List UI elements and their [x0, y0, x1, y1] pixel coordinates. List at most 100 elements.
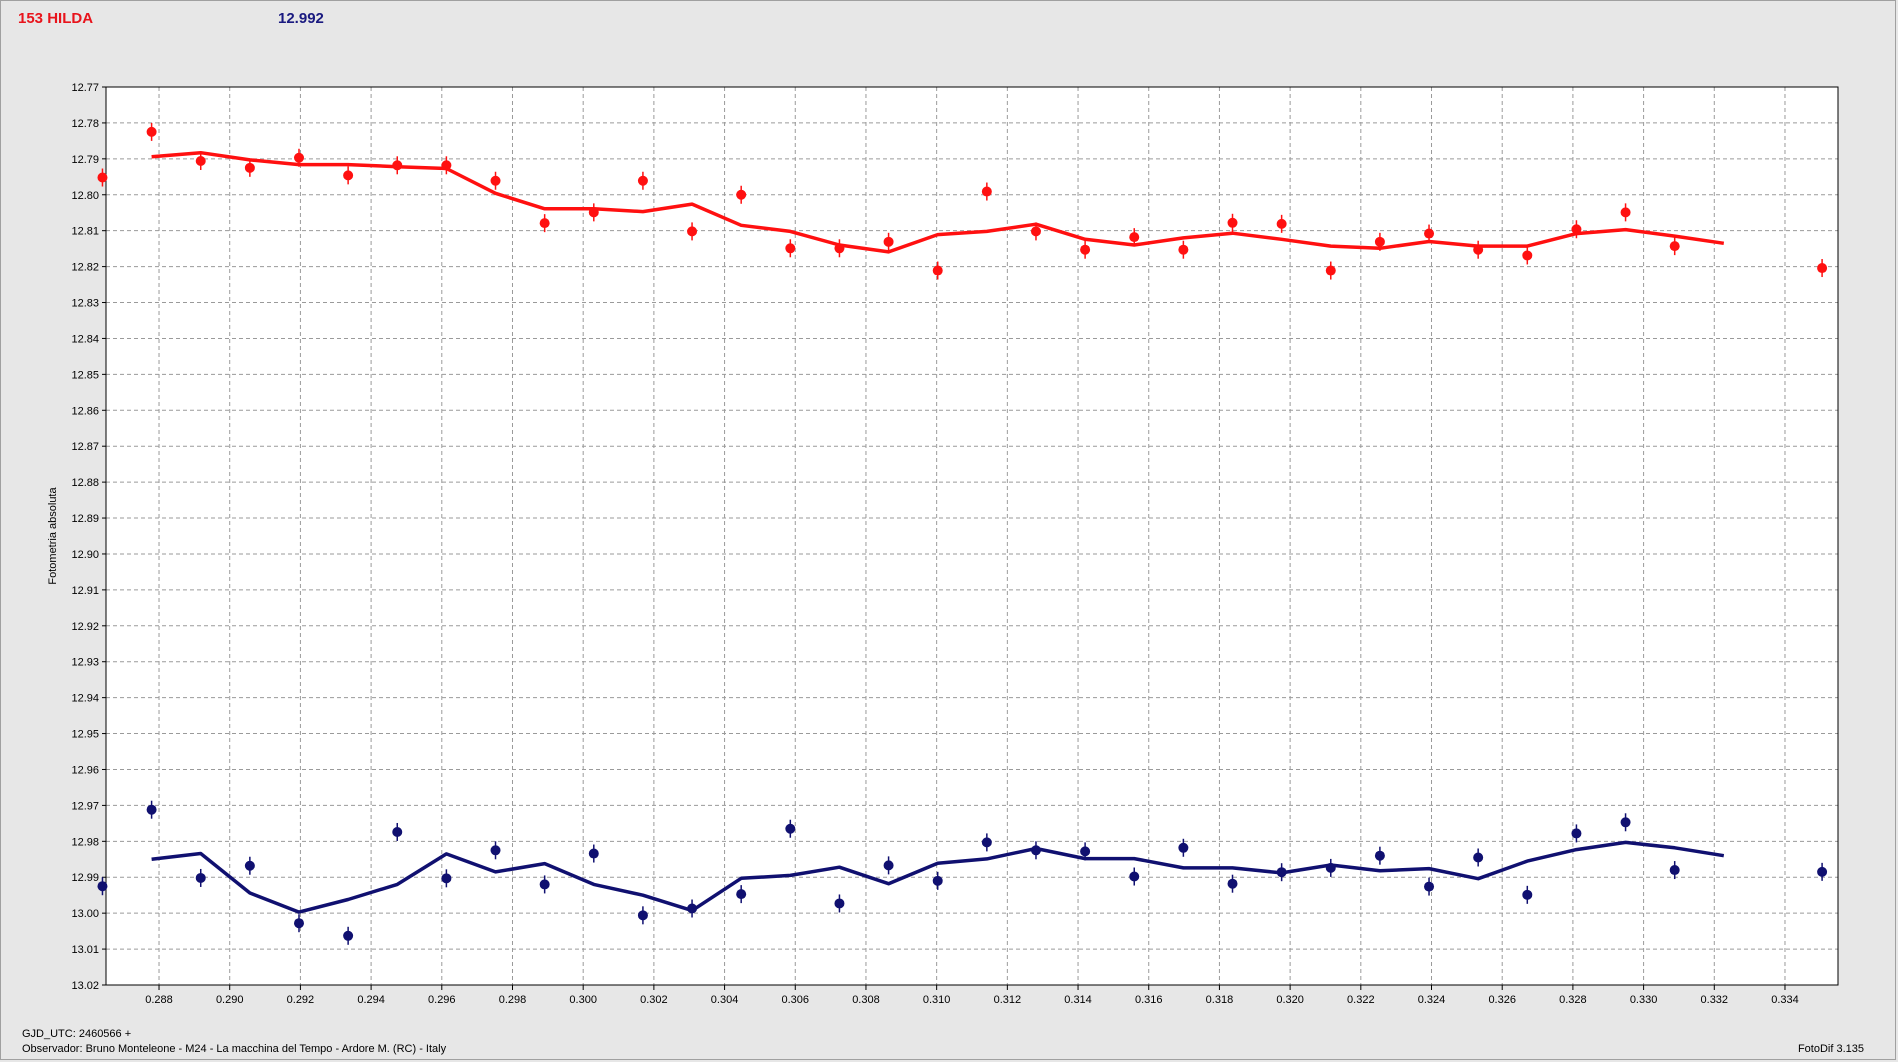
y-tick-label: 12.89 — [71, 513, 99, 525]
series-1-point — [834, 898, 845, 909]
x-tick-label: 0.330 — [1630, 994, 1658, 1006]
y-tick-label: 12.93 — [71, 657, 99, 669]
series-1-point — [1227, 878, 1238, 889]
x-tick-label: 0.326 — [1488, 994, 1516, 1006]
series-0-point — [637, 175, 648, 186]
y-tick-label: 12.88 — [71, 477, 99, 489]
y-tick-label: 13.00 — [71, 908, 99, 920]
y-tick-label: 12.97 — [71, 800, 99, 812]
series-0-point — [1080, 244, 1091, 255]
series-1-point — [1178, 842, 1189, 853]
object-name: 153 HILDA — [18, 10, 94, 27]
x-tick-label: 0.304 — [711, 994, 739, 1006]
series-1-point — [441, 873, 452, 884]
y-tick-label: 13.02 — [71, 980, 99, 992]
y-tick-label: 12.91 — [71, 585, 99, 597]
x-tick-label: 0.328 — [1559, 994, 1587, 1006]
series-1-point — [293, 918, 304, 929]
y-tick-label: 12.98 — [71, 836, 99, 848]
x-tick-label: 0.334 — [1771, 994, 1799, 1006]
y-tick-label: 12.77 — [71, 82, 99, 94]
series-1-point — [1669, 865, 1680, 876]
series-1-point — [539, 879, 550, 890]
series-1-point — [588, 848, 599, 859]
y-tick-label: 12.85 — [71, 369, 99, 381]
series-1-point — [97, 881, 108, 892]
x-tick-label: 0.308 — [852, 994, 880, 1006]
y-tick-label: 12.82 — [71, 262, 99, 274]
y-tick-label: 12.83 — [71, 298, 99, 310]
series-1-point — [1522, 889, 1533, 900]
series-0-point — [981, 186, 992, 197]
series-1-point — [1030, 845, 1041, 856]
series-1-fit-line — [151, 840, 1725, 914]
series-1-point — [146, 804, 157, 815]
series-1-point — [1424, 881, 1435, 892]
y-tick-label: 12.94 — [71, 693, 99, 705]
series-1-point — [687, 903, 698, 914]
magnitude-value: 12.992 — [278, 10, 324, 27]
series-1-point — [981, 837, 992, 848]
series-0-point — [1424, 228, 1435, 239]
series-1-point — [1571, 828, 1582, 839]
series-1-point — [932, 875, 943, 886]
series-0-point — [490, 175, 501, 186]
x-tick-label: 0.294 — [357, 994, 385, 1006]
y-tick-label: 12.78 — [71, 118, 99, 130]
series-0-point — [441, 160, 452, 171]
y-tick-label: 12.96 — [71, 764, 99, 776]
series-0-point — [1227, 217, 1238, 228]
series-0-point — [785, 243, 796, 254]
series-1-point — [637, 910, 648, 921]
series-1-point — [195, 872, 206, 883]
series-0-point — [1276, 218, 1287, 229]
series-1-point — [244, 860, 255, 871]
y-tick-label: 12.92 — [71, 621, 99, 633]
y-tick-label: 12.79 — [71, 154, 99, 166]
series-1-point — [1374, 850, 1385, 861]
series-1-point — [1080, 846, 1091, 857]
series-0-point — [195, 155, 206, 166]
y-tick-label: 13.01 — [71, 944, 99, 956]
series-1-point — [1325, 862, 1336, 873]
series-0-fit-line — [151, 150, 1725, 254]
series-0-point — [834, 243, 845, 254]
series-1-point — [736, 889, 747, 900]
x-tick-label: 0.302 — [640, 994, 668, 1006]
series-0-point — [539, 218, 550, 229]
series-0-point — [1030, 226, 1041, 237]
series-0-point — [736, 189, 747, 200]
series-1-point — [343, 930, 354, 941]
series-1-point — [490, 845, 501, 856]
y-tick-label: 12.99 — [71, 872, 99, 884]
series-0-point — [146, 126, 157, 137]
series-0-point — [687, 226, 698, 237]
x-tick-label: 0.312 — [994, 994, 1022, 1006]
x-tick-label: 0.320 — [1276, 994, 1304, 1006]
series-0-point — [1620, 207, 1631, 218]
x-tick-label: 0.332 — [1701, 994, 1729, 1006]
series-0-point — [244, 162, 255, 173]
series-1-point — [1129, 871, 1140, 882]
observer-label: Observador: Bruno Monteleone - M24 - La … — [22, 1043, 447, 1055]
x-tick-label: 0.292 — [287, 994, 315, 1006]
y-tick-label: 12.80 — [71, 190, 99, 202]
y-tick-label: 12.90 — [71, 549, 99, 561]
series-0-point — [1571, 224, 1582, 235]
y-tick-label: 12.95 — [71, 729, 99, 741]
x-tick-label: 0.322 — [1347, 994, 1375, 1006]
series-0-point — [1325, 265, 1336, 276]
x-tick-label: 0.318 — [1206, 994, 1234, 1006]
x-tick-label: 0.324 — [1418, 994, 1446, 1006]
plot-border — [105, 86, 1839, 986]
gjd-label: GJD_UTC: 2460566 + — [22, 1028, 132, 1040]
series-0-point — [1374, 236, 1385, 247]
series-1-point — [1817, 866, 1828, 877]
series-1-point — [1276, 867, 1287, 878]
x-tick-label: 0.314 — [1064, 994, 1092, 1006]
y-tick-label: 12.84 — [71, 333, 99, 345]
x-tick-label: 0.298 — [499, 994, 527, 1006]
x-tick-label: 0.316 — [1135, 994, 1163, 1006]
series-0-point — [883, 236, 894, 247]
